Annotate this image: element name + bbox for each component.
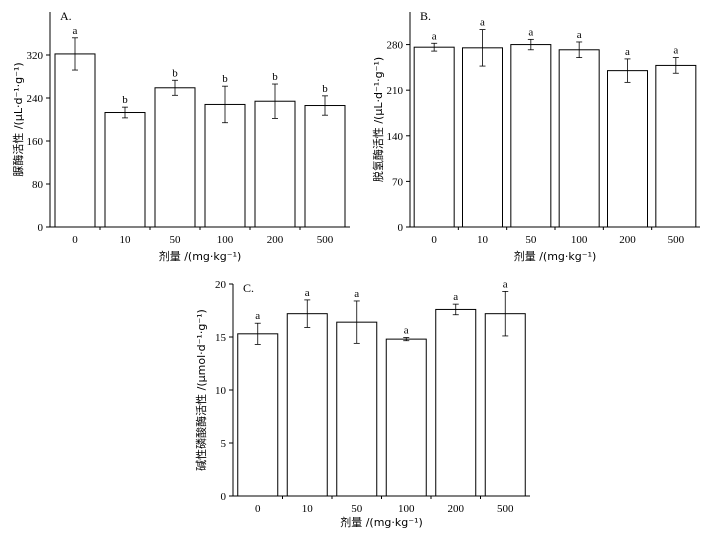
y-tick-label: 210 [387, 85, 404, 97]
significance-label: a [255, 310, 260, 322]
x-tick-label: 10 [120, 234, 132, 246]
x-tick-label: 50 [351, 503, 363, 515]
significance-label: a [432, 30, 437, 42]
panel-label: B. [420, 9, 431, 23]
y-tick-label: 15 [215, 332, 227, 344]
significance-label: b [172, 67, 178, 79]
significance-label: a [354, 288, 359, 300]
bar [304, 105, 346, 228]
panel-label: A. [60, 9, 72, 23]
x-tick-label: 0 [72, 234, 78, 246]
y-tick-label: 5 [221, 438, 227, 450]
x-tick-label: 50 [170, 234, 182, 246]
bar [254, 100, 296, 228]
bar [237, 333, 279, 497]
bar [655, 64, 697, 228]
significance-label: a [305, 287, 310, 299]
bar [484, 313, 526, 497]
x-tick-label: 50 [525, 234, 537, 246]
y-tick-label: 160 [27, 136, 44, 148]
chart-panel-1: 0 70 140 210 280 a 0 a 10 a 50 a 100 a 200 a 500 B. 剂量 /(m… [371, 9, 700, 263]
x-tick-label: 10 [477, 234, 489, 246]
significance-label: b [222, 73, 228, 85]
y-tick-label: 140 [387, 131, 404, 143]
x-tick-label: 100 [398, 503, 415, 515]
x-tick-label: 100 [571, 234, 588, 246]
y-tick-label: 280 [387, 40, 404, 52]
y-axis-title: 脱氢酶活性 /(μL·d⁻¹·g⁻¹) [371, 57, 385, 182]
y-tick-label: 320 [27, 50, 44, 62]
x-tick-label: 100 [217, 234, 234, 246]
bar [104, 112, 146, 228]
y-tick-label: 0 [221, 491, 227, 503]
bar [435, 308, 477, 497]
significance-label: a [480, 17, 485, 29]
significance-label: a [453, 291, 458, 303]
chart-panel-0: 0 80 160 240 320 a 0 b 10 b 50 b 100 b 200 b 500 A. 剂量 /(m… [11, 9, 350, 263]
x-tick-label: 500 [317, 234, 334, 246]
chart-panel-2: 0 5 10 15 20 a 0 a 10 a 50 a 100 a 200 a 500 C. 剂量 /(mg·kg… [194, 278, 530, 529]
x-axis-title: 剂量 /(mg·kg⁻¹) [159, 249, 242, 263]
significance-label: a [73, 25, 78, 37]
bar [54, 53, 96, 228]
x-tick-label: 500 [497, 503, 514, 515]
bar [336, 321, 378, 497]
significance-label: b [272, 71, 278, 83]
y-tick-label: 0 [398, 222, 404, 234]
significance-label: a [528, 26, 533, 38]
bar [154, 87, 196, 228]
bar [462, 47, 503, 228]
significance-label: b [122, 94, 128, 106]
significance-label: a [577, 29, 582, 41]
y-axis-title: 脲酶活性 /(μL·d⁻¹·g⁻¹) [11, 62, 25, 176]
y-axis-title: 碱性磷酸酶活性 /(μmol·d⁻¹·g⁻¹) [194, 309, 208, 471]
significance-label: b [322, 83, 328, 95]
x-tick-label: 200 [619, 234, 636, 246]
bar [413, 46, 455, 228]
y-tick-label: 10 [215, 385, 227, 397]
x-tick-label: 200 [267, 234, 284, 246]
significance-label: a [625, 46, 630, 58]
bar [558, 49, 600, 228]
bar [286, 313, 328, 497]
bar [607, 70, 648, 228]
significance-label: a [404, 325, 409, 337]
panel-label: C. [243, 281, 254, 295]
x-axis-title: 剂量 /(mg·kg⁻¹) [514, 249, 597, 263]
y-tick-label: 240 [27, 93, 44, 105]
x-tick-label: 500 [668, 234, 685, 246]
x-tick-label: 0 [255, 503, 261, 515]
x-axis-title: 剂量 /(mg·kg⁻¹) [340, 515, 423, 529]
y-tick-label: 70 [392, 176, 404, 188]
significance-label: a [503, 278, 508, 290]
y-tick-label: 80 [32, 179, 44, 191]
bar [510, 44, 552, 228]
significance-label: a [673, 45, 678, 57]
bar [385, 338, 427, 497]
x-tick-label: 10 [302, 503, 314, 515]
y-tick-label: 0 [38, 222, 44, 234]
x-tick-label: 0 [431, 234, 437, 246]
y-tick-label: 20 [215, 279, 227, 291]
x-tick-label: 200 [448, 503, 465, 515]
